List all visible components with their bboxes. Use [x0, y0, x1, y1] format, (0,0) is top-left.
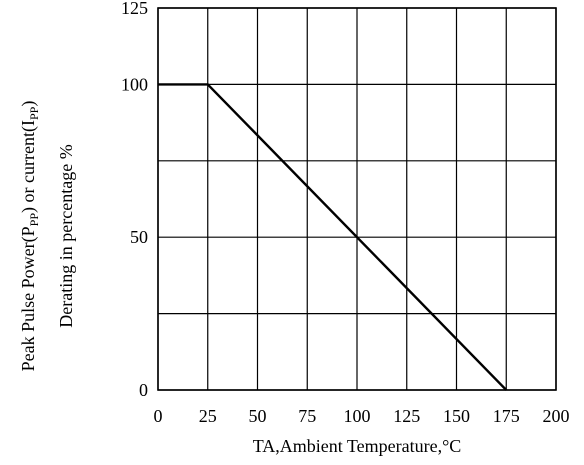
plot-frame	[157, 7, 557, 391]
y-tick-label: 0	[139, 380, 148, 400]
series-group	[158, 83, 508, 391]
derating-curve	[158, 83, 508, 391]
y-axis-title-text: )	[18, 101, 39, 107]
x-axis-title: TA,Ambient Temperature,°C	[253, 436, 462, 456]
x-tick-label: 125	[393, 406, 420, 426]
x-tick-label: 75	[298, 406, 316, 426]
y-axis-title-subscript: PP	[27, 213, 41, 227]
y-axis-title-text: ) or current(I	[18, 120, 39, 213]
y-tick-label: 100	[121, 74, 148, 94]
x-tick-label: 50	[249, 406, 267, 426]
grid	[157, 7, 557, 391]
y-axis-title-text: Peak Pulse Power(P	[18, 226, 39, 371]
x-tick-labels: 0 25 50 75 100 125 150 175 200	[154, 406, 570, 426]
y-axis-title-line2: Derating in percentage %	[56, 144, 76, 327]
x-tick-label: 175	[493, 406, 520, 426]
x-tick-label: 200	[543, 406, 570, 426]
y-axis-title-subscript: PP	[27, 106, 41, 120]
x-tick-label: 0	[154, 406, 163, 426]
y-axis-title-line1: Peak Pulse Power(PPP) or current(IPP)	[18, 101, 41, 372]
x-tick-label: 100	[344, 406, 371, 426]
x-tick-label: 150	[443, 406, 470, 426]
y-tick-labels: 0 50 100 125	[121, 0, 148, 400]
y-tick-label: 50	[130, 227, 148, 247]
x-tick-label: 25	[199, 406, 217, 426]
y-axis-title: Peak Pulse Power(PPP) or current(IPP) De…	[18, 101, 76, 372]
y-tick-label: 125	[121, 0, 148, 18]
